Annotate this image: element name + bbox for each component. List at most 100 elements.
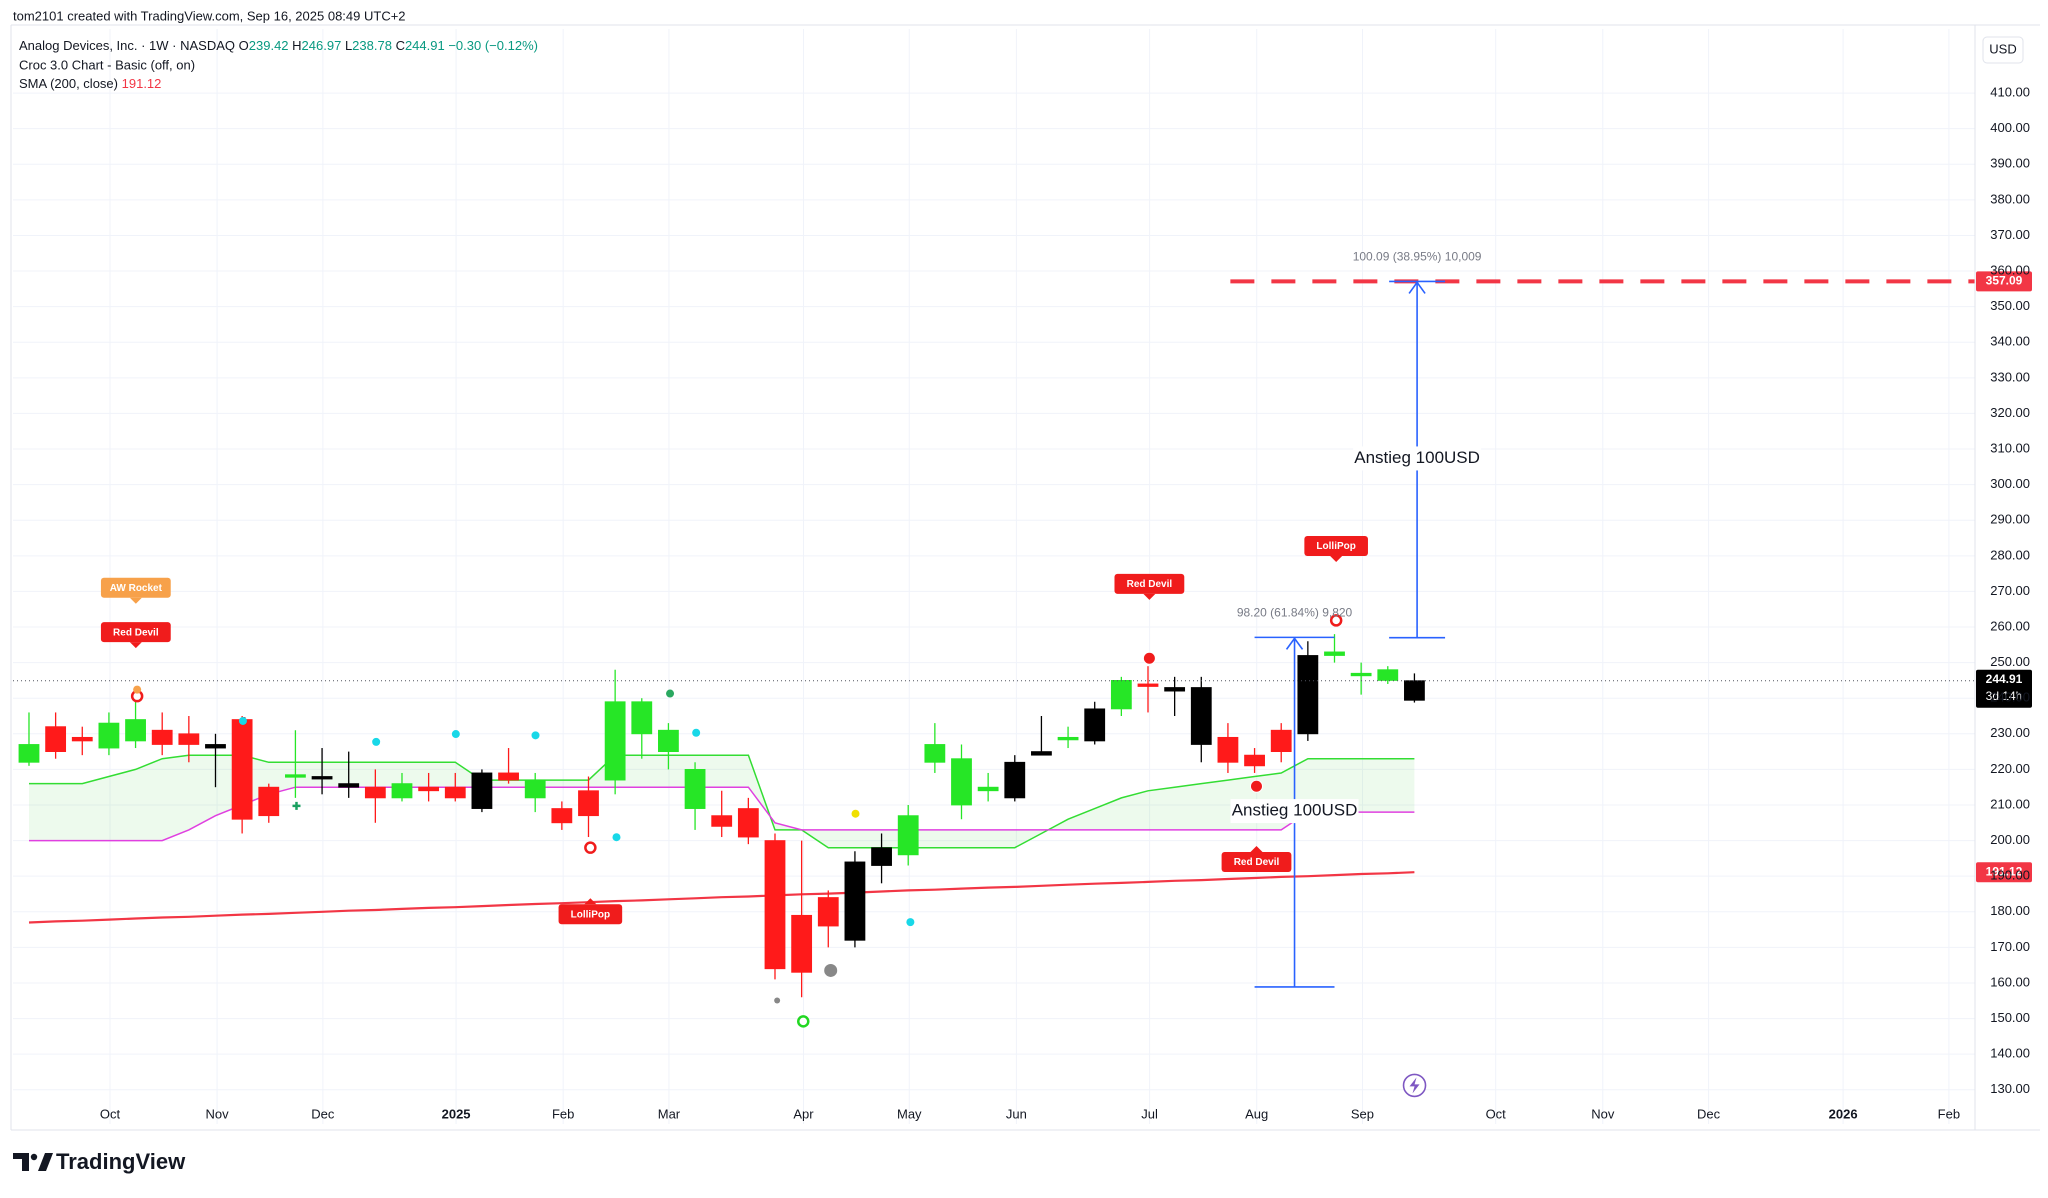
signal-pointer — [129, 597, 142, 604]
candle-body — [1270, 729, 1292, 752]
signal-label: AW Rocket — [110, 583, 163, 594]
indicator-line — [29, 754, 1415, 849]
candle-body — [578, 790, 599, 817]
signal-pointer — [129, 642, 142, 649]
signal-dot — [292, 801, 301, 810]
y-tick-label: 220.00 — [1990, 761, 2030, 776]
candle-body — [897, 815, 919, 856]
y-tick-label: 170.00 — [1990, 939, 2030, 954]
candle-body — [18, 744, 40, 763]
annotation-bg — [1230, 799, 1359, 824]
signal-pointer — [1143, 593, 1156, 600]
y-tick-label: 150.00 — [1990, 1010, 2030, 1025]
candle-body — [711, 815, 733, 827]
candle-body — [71, 736, 93, 742]
candle-body — [1110, 680, 1132, 710]
indicator-legend: Croc 3.0 Chart - Basic (off, on) — [19, 57, 195, 72]
currency[interactable]: USD — [1989, 41, 2016, 56]
annotation: Anstieg 100USD — [1354, 448, 1480, 467]
price-label: 244.91 — [1986, 672, 2023, 686]
symbol-line: Analog Devices, Inc. · 1W · NASDAQ O239.… — [19, 38, 538, 53]
x-tick-label: Aug — [1245, 1106, 1268, 1121]
y-tick-label: 340.00 — [1990, 334, 2030, 349]
candle-body — [311, 776, 333, 780]
y-tick-label: 200.00 — [1990, 832, 2030, 847]
signal-dot — [612, 833, 621, 842]
signal-dot — [451, 730, 460, 739]
axes: 130.00 140.00 150.00 160.00 170.00 180.00 190.… — [10, 24, 2040, 1131]
x-tick-label: Apr — [793, 1106, 814, 1121]
price-label: 191.12 — [1986, 864, 2023, 878]
x-tick-label: Sep — [1351, 1106, 1374, 1121]
indicator-line — [28, 871, 1415, 924]
candle-body — [1324, 651, 1345, 656]
signal-dot — [1329, 614, 1343, 627]
signal-dot — [238, 716, 247, 725]
y-tick-label: 180.00 — [1990, 903, 2030, 918]
signal-tag — [100, 577, 171, 598]
ohlc-label: O — [239, 38, 249, 53]
price-label-box — [1976, 669, 2032, 708]
candle-body — [1057, 736, 1079, 741]
candle-body — [1190, 687, 1212, 745]
ohlc-label: C — [396, 38, 405, 53]
ohlc-value: 244.91 — [405, 38, 445, 53]
y-tick-label: 270.00 — [1990, 583, 2030, 598]
signal-dot — [1142, 651, 1156, 665]
candle-body — [924, 744, 946, 763]
x-tick-label: Feb — [552, 1106, 574, 1121]
signal-dot — [666, 689, 675, 698]
ohlc-value: 239.42 — [249, 38, 289, 53]
y-tick-label: 330.00 — [1990, 369, 2030, 384]
y-tick-label: 300.00 — [1990, 476, 2030, 491]
measure-label: 100.09 (38.95%) 10,009 — [1353, 250, 1482, 264]
candle-body — [338, 783, 360, 788]
price-label-box — [1976, 271, 2032, 292]
y-tick-label: 400.00 — [1990, 120, 2030, 135]
ohlc-label: L — [345, 38, 352, 53]
x-tick-label: 2025 — [442, 1106, 471, 1121]
x-tick-label: Dec — [311, 1106, 335, 1121]
logo-mark — [30, 1153, 38, 1161]
signal-tag — [100, 622, 171, 643]
candle-body — [871, 847, 892, 866]
measure-arrow — [1285, 637, 1304, 650]
change: −0.30 (−0.12%) — [448, 38, 538, 53]
ohlc-value: 238.78 — [352, 38, 392, 53]
candle-body — [1244, 754, 1265, 767]
signal-tag — [1114, 573, 1185, 594]
ohlc-value: 246.97 — [302, 38, 342, 53]
y-tick-label: 130.00 — [1990, 1081, 2030, 1096]
signal-tag — [1221, 852, 1292, 873]
currency-box[interactable] — [1982, 36, 2024, 64]
x-tick-label: Jun — [1006, 1106, 1027, 1121]
x-tick-label: 2026 — [1829, 1106, 1858, 1121]
candle-body — [658, 729, 679, 752]
candle-body — [604, 701, 626, 781]
signal-dot — [824, 963, 838, 977]
candle-body — [1164, 687, 1186, 692]
x-tick-label: Mar — [658, 1106, 681, 1121]
signal-label: Red Devil — [1234, 857, 1280, 868]
x-tick-label: Feb — [1938, 1106, 1960, 1121]
candle-body — [1404, 680, 1425, 701]
candle-body — [977, 786, 999, 792]
signal-dot — [906, 918, 915, 927]
candle-body — [151, 729, 173, 745]
sma-legend: SMA (200, close) — [19, 76, 118, 91]
signal-dot — [1249, 779, 1263, 793]
candle-body — [285, 774, 306, 778]
logo-mark — [13, 1153, 29, 1171]
candle-body — [125, 719, 146, 742]
candle-body — [1004, 761, 1026, 799]
candle-body — [1137, 683, 1159, 687]
candle-body — [817, 897, 839, 927]
signal-dot — [133, 685, 142, 694]
y-tick-label: 360.00 — [1990, 262, 2030, 277]
candle-body — [1217, 736, 1239, 763]
signal-dot — [531, 731, 540, 740]
y-tick-label: 230.00 — [1990, 725, 2030, 740]
y-tick-label: 410.00 — [1990, 85, 2030, 100]
candle-body — [1297, 655, 1319, 735]
symbol: Analog Devices, Inc. · 1W · NASDAQ — [19, 38, 235, 53]
